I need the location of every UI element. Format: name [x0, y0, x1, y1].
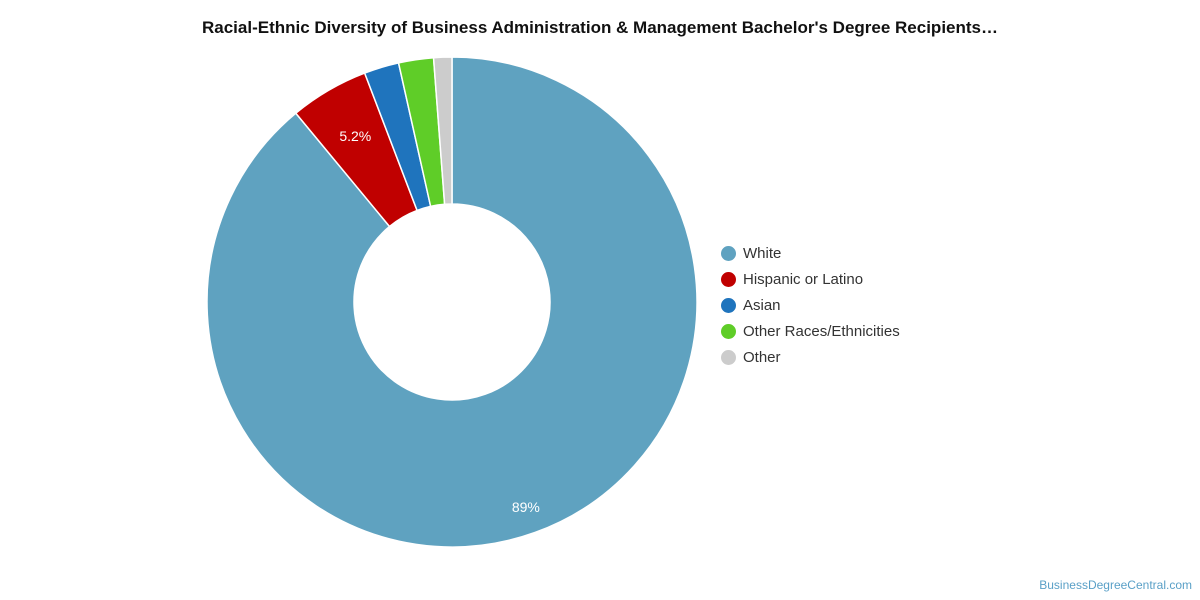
- legend-swatch: [721, 297, 736, 313]
- legend: White Hispanic or Latino Asian Other Races/…: [721, 240, 900, 370]
- chart-title: Racial-Ethnic Diversity of Business Admi…: [201, 18, 998, 37]
- slice-white[interactable]: [206, 56, 698, 548]
- legend-swatch: [721, 349, 736, 365]
- legend-item-other-races-ethnicities[interactable]: Other Races/Ethnicities: [721, 318, 900, 344]
- legend-swatch: [721, 245, 736, 261]
- legend-item-hispanic-or-latino[interactable]: Hispanic or Latino: [721, 266, 900, 292]
- slice-other[interactable]: [432, 56, 453, 206]
- legend-item-white[interactable]: White: [721, 240, 900, 266]
- legend-label: Hispanic or Latino: [743, 270, 864, 288]
- legend-label: Asian: [743, 296, 781, 314]
- legend-label: Other Races/Ethnicities: [743, 322, 900, 340]
- legend-swatch: [721, 323, 736, 339]
- data-label-hispanic-or-latino: 5.2%: [339, 128, 371, 144]
- legend-item-other[interactable]: Other: [721, 344, 900, 370]
- data-label-white: 89%: [512, 499, 540, 515]
- legend-label: Other: [743, 348, 781, 366]
- legend-label: White: [743, 244, 782, 262]
- legend-swatch: [721, 271, 736, 287]
- legend-item-asian[interactable]: Asian: [721, 292, 900, 318]
- source-credit[interactable]: BusinessDegreeCentral.com: [1039, 578, 1192, 592]
